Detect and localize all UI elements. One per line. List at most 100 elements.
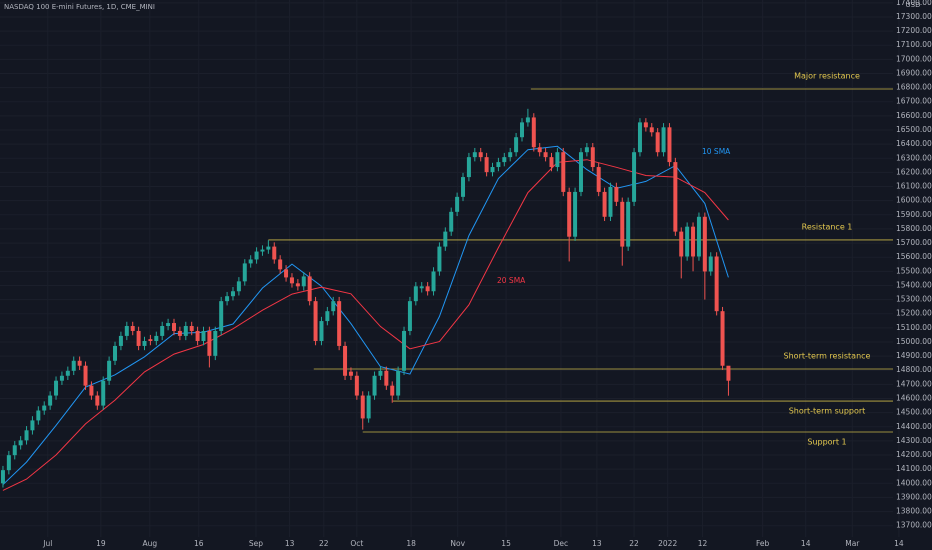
candle-body xyxy=(307,276,312,302)
chart-title: NASDAQ 100 E-mini Futures, 1D, CME_MINI xyxy=(4,3,155,11)
candle-body xyxy=(655,132,660,153)
candle-body xyxy=(313,301,318,341)
candle-body xyxy=(260,249,265,252)
candle-body xyxy=(714,256,719,312)
x-tick-label: 2022 xyxy=(658,539,677,548)
candle-body xyxy=(519,122,524,138)
y-tick-label: 14700.00 xyxy=(896,379,932,388)
candle-body xyxy=(207,330,212,356)
candle-body xyxy=(643,122,648,128)
y-tick-label: 16600.00 xyxy=(896,111,932,120)
y-tick-label: 14200.00 xyxy=(896,450,932,459)
candle-body xyxy=(667,127,672,163)
x-tick-label: 15 xyxy=(501,539,511,548)
candle-body xyxy=(691,226,696,257)
candle-body xyxy=(301,276,306,287)
candle-body xyxy=(602,191,607,217)
x-tick-label: Dec xyxy=(554,539,569,548)
candle-body xyxy=(6,455,11,471)
y-tick-label: 16000.00 xyxy=(896,196,932,205)
y-tick-label: 14500.00 xyxy=(896,408,932,417)
candle-body xyxy=(372,375,377,396)
candle-body xyxy=(0,470,5,484)
y-tick-label: 16800.00 xyxy=(896,83,932,92)
candle-body xyxy=(637,122,642,153)
candle-body xyxy=(219,301,224,331)
candle-body xyxy=(289,277,294,284)
candle-body xyxy=(496,162,501,168)
candle-body xyxy=(195,330,200,341)
candle-body xyxy=(478,152,483,158)
candle-body xyxy=(531,117,536,148)
candle-body xyxy=(502,157,507,163)
candle-body xyxy=(113,345,118,361)
candle-body xyxy=(537,147,542,153)
sma-line xyxy=(2,159,729,491)
y-tick-label: 16200.00 xyxy=(896,167,932,176)
x-tick-label: Sep xyxy=(249,539,263,548)
candle-body xyxy=(449,211,454,232)
candle-body xyxy=(561,152,566,192)
candle-body xyxy=(130,326,135,331)
candle-body xyxy=(248,259,253,264)
level-label: Major resistance xyxy=(794,72,860,81)
axes: 13700.00 13800.00 13900.00 14000.00 14100.00… xyxy=(42,0,932,548)
candles xyxy=(0,108,731,488)
candle-body xyxy=(378,370,383,376)
x-tick-label: 12 xyxy=(698,539,708,548)
y-tick-label: 14300.00 xyxy=(896,436,932,445)
candle-body xyxy=(584,147,589,153)
y-tick-label: 15500.00 xyxy=(896,266,932,275)
candle-body xyxy=(679,231,684,257)
candle-body xyxy=(236,281,241,292)
candle-body xyxy=(213,330,218,356)
candle-body xyxy=(284,269,289,278)
candle-body xyxy=(348,371,353,376)
candle-body xyxy=(95,395,100,406)
sma-label: 10 SMA xyxy=(702,147,731,156)
candle-body xyxy=(331,301,336,312)
candle-body xyxy=(708,256,713,272)
candle-body xyxy=(30,420,35,431)
grid xyxy=(0,0,899,537)
candle-body xyxy=(136,330,141,346)
x-tick-label: Aug xyxy=(142,539,157,548)
levels: Major resistance Resistance 1 Short-term r… xyxy=(268,72,893,447)
level-label: Resistance 1 xyxy=(802,222,853,231)
candle-body xyxy=(596,167,601,192)
y-tick-label: 13900.00 xyxy=(896,492,932,501)
candle-body xyxy=(201,330,206,341)
candle-body xyxy=(189,326,194,331)
candle-body xyxy=(36,410,41,421)
y-tick-label: 16700.00 xyxy=(896,97,932,106)
x-tick-label: 13 xyxy=(592,539,602,548)
candle-body xyxy=(396,370,401,396)
y-tick-label: 15700.00 xyxy=(896,238,932,247)
y-tick-label: 14800.00 xyxy=(896,365,932,374)
candle-body xyxy=(726,365,731,381)
candle-body xyxy=(154,335,159,341)
candle-body xyxy=(48,395,53,406)
candle-body xyxy=(77,360,82,366)
candle-body xyxy=(337,301,342,346)
y-tick-label: 15400.00 xyxy=(896,280,932,289)
level-label: Short-term resistance xyxy=(784,351,871,360)
candle-body xyxy=(54,380,59,396)
candle-body xyxy=(59,375,64,381)
candle-body xyxy=(295,283,300,287)
candle-body xyxy=(12,445,17,456)
x-tick-label: Nov xyxy=(450,539,465,548)
candle-body xyxy=(455,196,460,212)
candle-body xyxy=(472,152,477,158)
candle-body xyxy=(384,370,389,386)
y-tick-label: 17100.00 xyxy=(896,40,932,49)
candle-body xyxy=(443,231,448,247)
candle-body xyxy=(702,216,707,272)
candle-body xyxy=(620,201,625,247)
y-tick-label: 14600.00 xyxy=(896,394,932,403)
candle-body xyxy=(413,286,418,302)
y-tick-label: 15100.00 xyxy=(896,323,932,332)
candle-body xyxy=(525,117,530,123)
candle-body xyxy=(272,246,277,260)
